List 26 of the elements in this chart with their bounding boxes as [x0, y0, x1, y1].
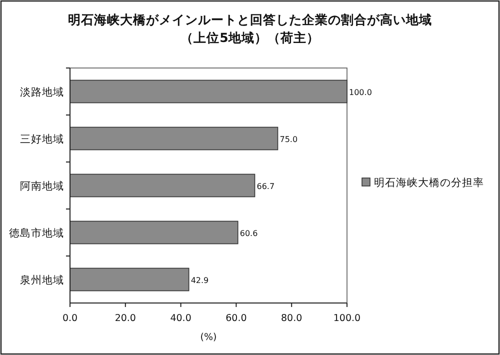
data-label: 100.0 [349, 88, 372, 97]
bar [70, 126, 278, 150]
bar [70, 174, 256, 198]
data-label: 42.9 [190, 276, 209, 285]
chart-subtitle: （上位5地域）（荷主） [180, 30, 320, 45]
x-tick-label: 60.0 [226, 313, 247, 324]
bar [70, 220, 238, 244]
x-tick-label: 20.0 [114, 313, 136, 324]
data-label: 75.0 [280, 135, 298, 144]
x-tick-label: 100.0 [333, 313, 361, 324]
data-label: 60.6 [240, 229, 258, 238]
y-tick-label: 泉州地域 [20, 274, 64, 286]
x-tick-label: 0.0 [62, 313, 78, 324]
x-tick-label: 40.0 [170, 313, 192, 324]
x-axis-title: (%) [200, 332, 217, 343]
data-label: 66.7 [256, 182, 275, 191]
y-tick-label: 淡路地域 [20, 86, 64, 98]
y-tick-label: 三好地域 [20, 132, 64, 146]
chart-title: 明石海峡大橋がメインルートと回答した企業の割合が高い地域 [68, 12, 432, 27]
legend-label: 明石海峡大橋の分担率 [374, 176, 484, 189]
y-tick-label: 阿南地域 [20, 180, 64, 192]
legend: 明石海峡大橋の分担率 [362, 177, 484, 189]
bar [70, 80, 348, 104]
y-tick-label: 徳島市地域 [9, 226, 64, 240]
bar [70, 268, 190, 292]
x-tick-label: 80.0 [281, 313, 302, 324]
